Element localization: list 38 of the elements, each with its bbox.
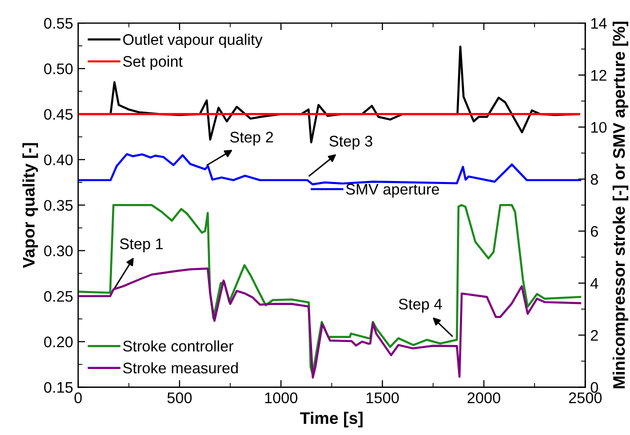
y2-tick-label: 14 [591,18,607,29]
line-series [78,204,582,376]
annotation: Step 2 [230,132,273,146]
x-tick-label: 500 [167,392,192,404]
y2-axis-title: Minicompressor stroke [-] or SMV aperture [%] [612,22,628,388]
y2-tick-label: 6 [590,226,598,237]
y2-tick-label: 4 [590,278,598,289]
annotation: Step 1 [120,238,163,252]
y-tick-label: 0.35 [44,200,73,211]
y-axis-title: Vapor quality [-] [22,143,38,268]
x-tick-label: 2500 [569,392,602,404]
y-tick-label: 0.30 [44,245,73,256]
legend-label: Stroke measured [123,362,238,374]
y2-tick-label: 0 [590,382,598,393]
annotation: Step 3 [329,136,372,150]
y-tick-label: 0.15 [44,382,73,393]
x-tick-label: 1500 [366,392,399,404]
y-tick-label: 0.25 [44,290,73,302]
y-tick-label: 0.50 [44,63,73,74]
y2-tick-label: 10 [591,122,607,133]
line-series [78,153,582,186]
legend-label: SMV aperture [346,184,439,198]
line-series [78,268,582,379]
x-tick-label: 1000 [265,392,298,404]
y2-tick-label: 12 [591,70,606,81]
y-tick-label: 0.20 [44,336,73,348]
annotation: Step 4 [398,298,442,313]
y2-tick-label: 2 [590,330,598,341]
x-tick-label: 2000 [468,392,500,404]
legend-label: Stroke controller [123,340,234,352]
y-tick-label: 0.45 [44,108,73,120]
y-tick-label: 0.40 [44,154,73,166]
x-axis-title: Time [s] [300,412,363,428]
y2-tick-label: 8 [590,174,598,185]
legend-label: Outlet vapour quality [123,34,263,48]
legend-label: Set point [123,56,183,70]
x-tick-label: 0 [74,392,82,404]
y-tick-label: 0.55 [44,18,73,29]
